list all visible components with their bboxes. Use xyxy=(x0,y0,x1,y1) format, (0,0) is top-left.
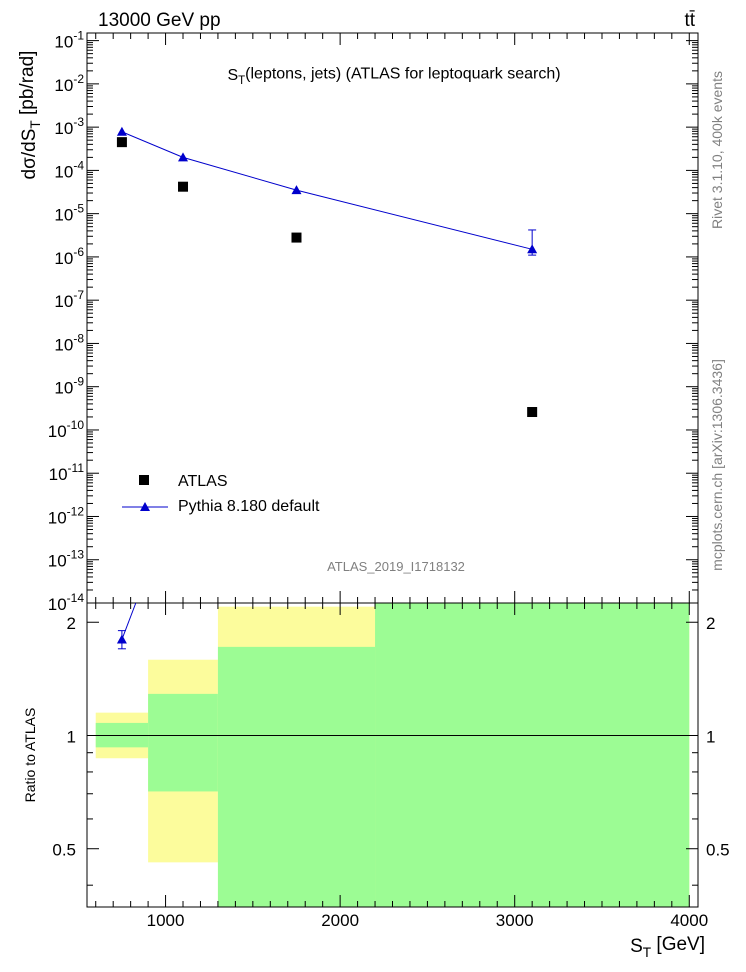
y-tick-label: 10-3 xyxy=(54,115,84,138)
pythia-data-point xyxy=(527,244,538,254)
stat-uncertainty-band xyxy=(148,693,218,792)
x-tick-label: 2000 xyxy=(321,911,359,930)
y-tick-label: 10-6 xyxy=(54,245,84,268)
ratio-y-tick-label-right: 2 xyxy=(706,614,715,633)
main-plot-frame xyxy=(86,32,699,604)
y-tick-label: 10-12 xyxy=(48,504,85,527)
y-tick-label: 10-10 xyxy=(48,418,85,441)
legend: ATLAS Pythia 8.180 default xyxy=(122,473,320,515)
atlas-data-point xyxy=(116,137,127,148)
ratio-y-tick-label-right: 1 xyxy=(706,727,715,746)
atlas-data-point xyxy=(291,232,302,243)
ratio-pythia-point xyxy=(116,634,127,644)
y-tick-label: 10-7 xyxy=(54,288,84,311)
pythia-data-point xyxy=(178,152,189,162)
ratio-uncertainty-bands xyxy=(95,603,690,907)
x-tick-label: 4000 xyxy=(670,911,708,930)
atlas-data-point xyxy=(178,181,189,192)
ratio-y-tick-label: 0.5 xyxy=(52,841,76,860)
y-tick-label: 10-14 xyxy=(48,591,85,614)
pythia-data-point xyxy=(291,185,302,195)
y-tick-label: 10-5 xyxy=(54,202,84,225)
legend-atlas-marker xyxy=(139,475,149,485)
x-tick-label: 3000 xyxy=(496,911,534,930)
y-tick-label: 10-11 xyxy=(49,461,85,484)
x-tick-label: 1000 xyxy=(147,911,185,930)
analysis-watermark: ATLAS_2019_I1718132 xyxy=(327,559,465,574)
stat-uncertainty-band xyxy=(375,603,690,907)
process-label: tt̄ xyxy=(684,10,695,31)
ratio-y-axis-title: Ratio to ATLAS xyxy=(22,708,38,803)
y-axis-title: dσ/dST​ [pb/rad] xyxy=(17,51,43,180)
x-axis-title: ST​ [GeV] xyxy=(630,934,705,960)
pythia-data-point xyxy=(116,126,127,136)
y-tick-label: 10-2 xyxy=(54,72,84,95)
y-tick-label: 10-1 xyxy=(54,29,84,52)
y-tick-label: 10-13 xyxy=(48,548,85,571)
stat-uncertainty-band xyxy=(217,646,376,907)
ratio-y-tick-label: 1 xyxy=(67,727,76,746)
legend-pythia-marker xyxy=(140,502,150,511)
energy-label: 13000 GeV pp xyxy=(98,10,221,31)
y-tick-label: 10-8 xyxy=(54,331,84,354)
y-tick-label: 10-4 xyxy=(54,158,84,181)
ratio-pythia-line xyxy=(121,602,137,640)
y-tick-label: 10-9 xyxy=(54,375,84,398)
legend-pythia-label: Pythia 8.180 default xyxy=(178,498,320,515)
legend-atlas-label: ATLAS xyxy=(178,473,228,490)
ratio-y-tick-label-right: 0.5 xyxy=(706,841,730,860)
atlas-data-point xyxy=(527,407,538,418)
mcplots-label: mcplots.cern.ch [arXiv:1306.3436] xyxy=(709,359,725,571)
ratio-y-tick-label: 2 xyxy=(67,614,76,633)
plot-title: ST​(leptons, jets) (ATLAS for leptoquark… xyxy=(227,65,560,87)
pythia-line xyxy=(121,131,533,250)
rivet-version-label: Rivet 3.1.10, 400k events xyxy=(709,71,725,229)
